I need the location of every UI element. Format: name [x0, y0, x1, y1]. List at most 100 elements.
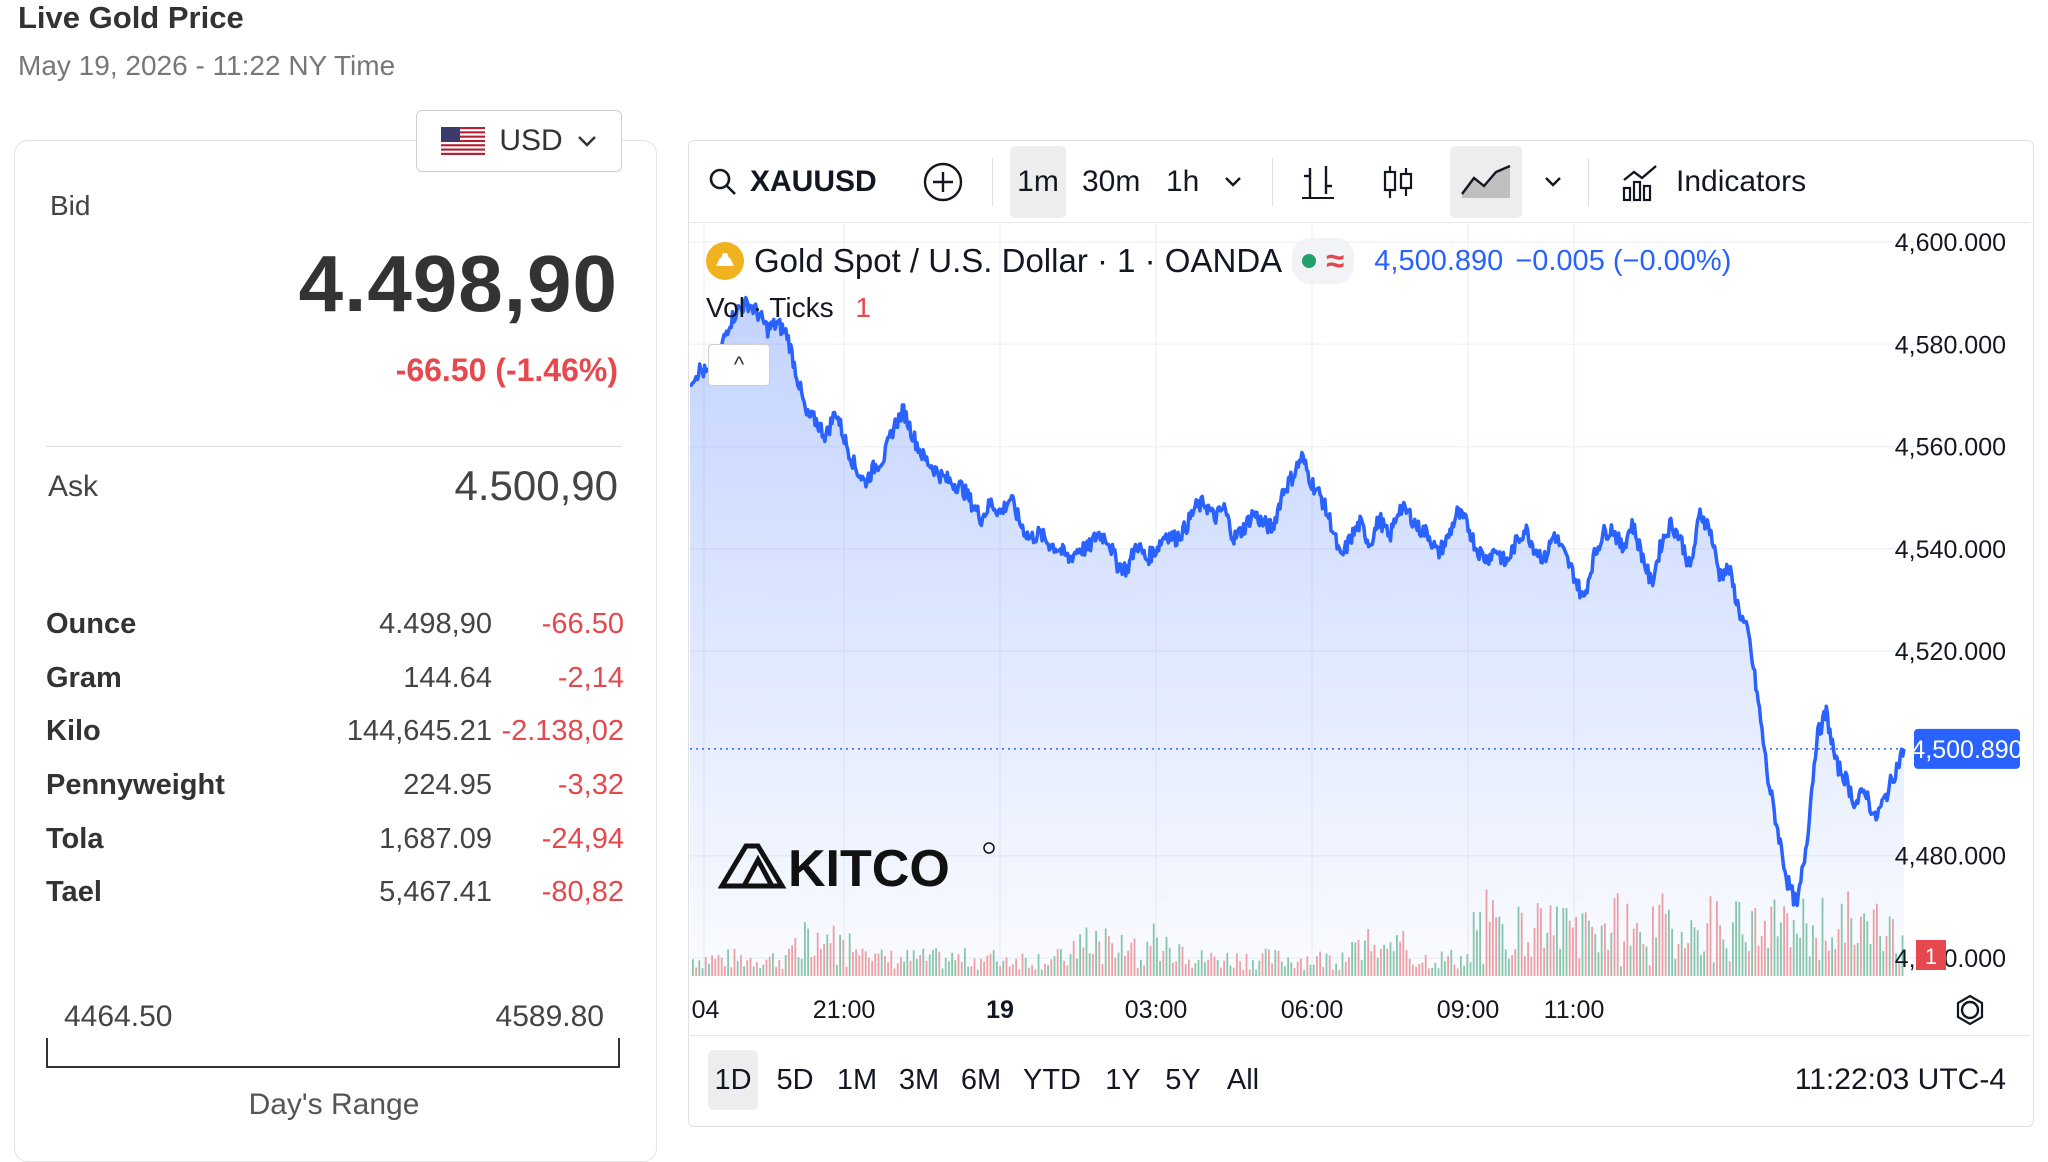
day-range-label: Day's Range — [248, 1088, 420, 1121]
unit-change: -24,94 — [541, 822, 624, 855]
range-3m[interactable]: 3M — [898, 1063, 940, 1096]
unit-name: Tael — [46, 876, 102, 909]
unit-price-table: Ounce 4.498,90 -66.50 Gram 144.64 -2,14 … — [46, 598, 624, 920]
unit-change: -3,32 — [557, 769, 624, 802]
unit-row: Tola 1,687.09 -24,94 — [46, 812, 624, 866]
last-price-tag: 4,500.890 — [1911, 728, 2023, 769]
area-chart-type-button[interactable] — [1450, 146, 1522, 218]
kitco-wordmark: KITCO — [788, 840, 950, 894]
time-tick-label: 19 — [986, 996, 1014, 1024]
indicators-button[interactable]: Indicators — [1620, 142, 1806, 222]
chevron-down-icon — [577, 136, 596, 147]
symbol-search[interactable]: XAUUSD — [708, 142, 877, 222]
volume-count: 1 — [855, 292, 871, 323]
interval-30m[interactable]: 30m — [1082, 165, 1141, 198]
toolbar-separator — [992, 158, 993, 206]
area-chart-icon — [1461, 164, 1511, 198]
search-icon — [709, 168, 736, 195]
price-tick-label: 4,460.000 — [1895, 945, 2006, 973]
unit-value: 144.64 — [403, 661, 492, 694]
symbol-label: XAUUSD — [750, 165, 877, 198]
candlestick-icon — [1383, 166, 1413, 198]
time-tick-label: 11:00 — [1544, 996, 1605, 1024]
interval-1m[interactable]: 1m — [1010, 146, 1066, 218]
delayed-data-icon: ≈ — [1326, 242, 1345, 279]
chart-toolbar: XAUUSD 1m 30m 1h Indicators — [690, 142, 2030, 223]
time-tick-label: 06:00 — [1281, 996, 1344, 1024]
day-range-bar — [46, 1038, 620, 1068]
last-price-tag-label: 4,500.890 — [1911, 736, 2022, 764]
unit-row: Gram 144.64 -2,14 — [46, 652, 624, 706]
unit-name: Gram — [46, 661, 122, 694]
symbol-description: Gold Spot / U.S. Dollar · 1 · OANDA — [754, 242, 1283, 279]
interval-1h[interactable]: 1h — [1166, 165, 1200, 198]
unit-change: -2.138,02 — [501, 715, 624, 748]
price-tick-label: 4,600.000 — [1895, 229, 2006, 257]
chart-legend: Gold Spot / U.S. Dollar · 1 · OANDA ≈ 4,… — [706, 238, 1731, 284]
chart-type-dropdown[interactable] — [1544, 142, 1562, 222]
unit-row: Pennyweight 224.95 -3,32 — [46, 759, 624, 813]
add-circle-icon — [923, 162, 963, 202]
candles-chart-type-button[interactable] — [1380, 142, 1416, 222]
settings-icon — [1956, 994, 1984, 1026]
compare-button[interactable] — [922, 142, 964, 222]
us-flag-icon — [441, 127, 486, 155]
unit-value: 4.498,90 — [379, 608, 492, 641]
unit-name: Tola — [46, 822, 104, 855]
price-line — [690, 295, 1906, 908]
time-axis[interactable]: :04 21:00 19 03:00 06:00 09:00 11:00 — [690, 994, 1984, 1026]
unit-value: 144,645.21 — [346, 715, 492, 748]
price-area — [690, 297, 1904, 977]
chevron-down-icon — [1545, 177, 1561, 187]
market-open-icon — [1302, 254, 1317, 268]
unit-name: Ounce — [46, 608, 137, 641]
unit-change: -66.50 — [541, 608, 624, 641]
clock-timezone[interactable]: 11:22:03 UTC-4 — [1794, 1063, 2006, 1096]
currency-label: USD — [499, 124, 563, 157]
time-tick-label: 09:00 — [1437, 996, 1500, 1024]
currency-selector[interactable]: USD — [416, 110, 622, 172]
ask-price: 4.500,90 — [454, 462, 619, 509]
indicators-label: Indicators — [1676, 165, 1807, 198]
bar-chart-type-button[interactable] — [1300, 142, 1336, 222]
unit-name: Pennyweight — [46, 769, 225, 802]
range-1d[interactable]: 1D — [708, 1050, 758, 1110]
ask-label: Ask — [48, 470, 99, 503]
volume-legend: Vol · Ticks 1 — [706, 292, 871, 324]
price-chart[interactable]: 4,600.000 4,580.000 4,560.000 4,540.000 4,52… — [690, 224, 2030, 1034]
last-price-tag-bg — [1914, 728, 2020, 769]
range-5d[interactable]: 5D — [776, 1063, 814, 1096]
page-subtitle: May 19, 2026 - 11:22 NY Time — [18, 50, 396, 81]
range-1y[interactable]: 1Y — [1105, 1063, 1141, 1096]
unit-row: Tael 5,467.41 -80,82 — [46, 866, 624, 920]
range-toolbar: 1D 5D 1M 3M 6M YTD 1Y 5Y All 11:22:03 UT… — [690, 1035, 2030, 1124]
day-range-low: 4464.50 — [64, 1000, 173, 1033]
unit-change: -2,14 — [557, 661, 624, 694]
price-card — [14, 140, 657, 1162]
collapse-legend-button[interactable]: ^ — [708, 344, 770, 386]
ohlc-bars-icon — [1302, 166, 1334, 199]
unit-value: 1,687.09 — [379, 822, 492, 855]
divider — [46, 446, 622, 447]
range-5y[interactable]: 5Y — [1165, 1063, 1201, 1096]
event-badge-label: 1 — [1925, 944, 1937, 969]
range-all[interactable]: All — [1226, 1063, 1260, 1096]
unit-name: Kilo — [46, 715, 101, 748]
range-6m[interactable]: 6M — [960, 1063, 1002, 1096]
toolbar-separator — [1272, 158, 1273, 206]
price-tick-label: 4,520.000 — [1895, 638, 2006, 666]
market-status-pill[interactable]: ≈ — [1292, 238, 1355, 284]
unit-change: -80,82 — [541, 876, 624, 909]
interval-dropdown[interactable] — [1224, 142, 1242, 222]
event-badge — [1916, 940, 1946, 970]
legend-price: 4,500.890 — [1374, 244, 1504, 277]
price-tick-label: 4,540.000 — [1895, 536, 2006, 564]
gold-bars-icon — [706, 242, 744, 280]
range-ytd[interactable]: YTD — [1023, 1063, 1081, 1096]
price-tick-label: 4,480.000 — [1895, 843, 2006, 871]
price-tick-label: 4,580.000 — [1895, 331, 2006, 359]
day-range-high: 4589.80 — [495, 1000, 604, 1033]
bid-label: Bid — [50, 190, 91, 221]
price-axis[interactable]: 4,600.000 4,580.000 4,560.000 4,540.000 4,52… — [1895, 229, 2023, 973]
range-1m[interactable]: 1M — [836, 1063, 878, 1096]
